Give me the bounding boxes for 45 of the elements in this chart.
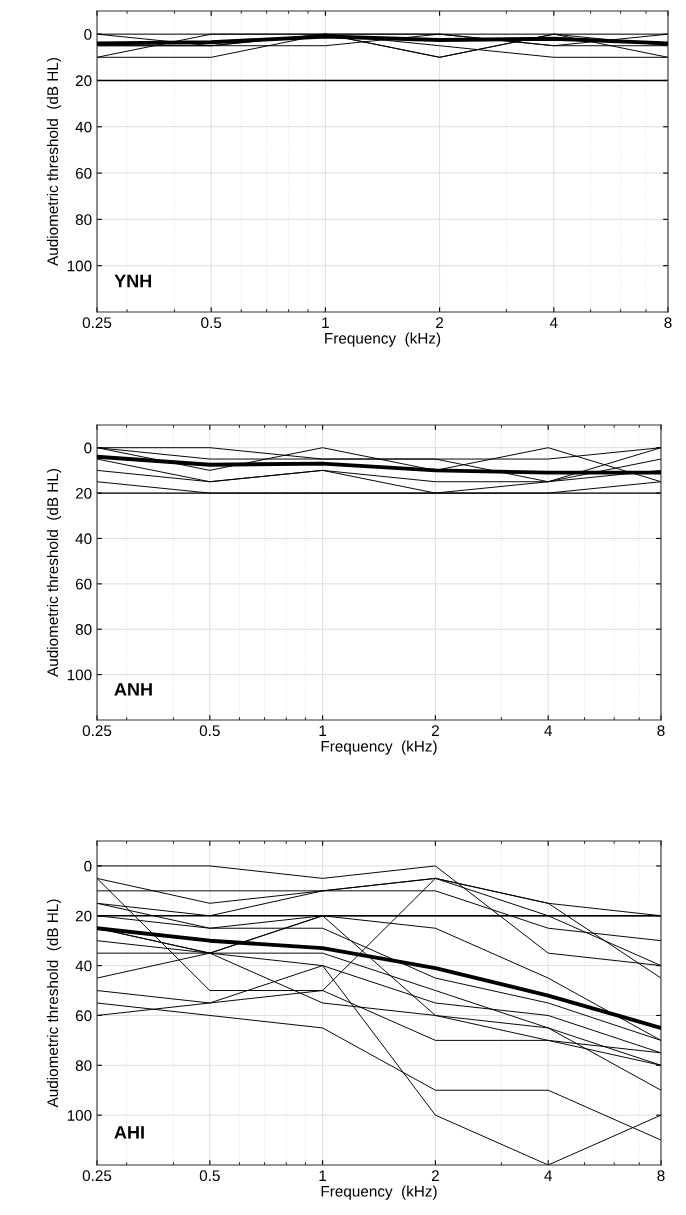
y-axis-title: Audiometric threshold (dB HL) [46, 58, 62, 266]
y-tick-label: 40 [75, 960, 92, 972]
x-tick-label: 1 [322, 317, 329, 328]
x-tick-label: 2 [436, 317, 444, 328]
x-axis-title: Frequency (kHz) [321, 740, 437, 755]
y-axis-title: Audiometric threshold (dB HL) [46, 899, 62, 1108]
y-tick-label: 60 [75, 1010, 92, 1022]
x-axis-title: Frequency (kHz) [321, 1185, 437, 1200]
x-tick-label: 0.5 [199, 1170, 220, 1182]
x-tick-label: 0.25 [82, 725, 112, 737]
y-tick-label: 0 [84, 860, 92, 872]
x-tick-label: 4 [549, 317, 558, 328]
x-tick-label: 0.5 [201, 317, 222, 329]
annotation: YNH [114, 274, 152, 288]
y-tick-label: 60 [75, 167, 92, 179]
y-tick-label: 100 [67, 1110, 92, 1121]
y-tick-label: 20 [75, 75, 92, 87]
x-tick-label: 8 [657, 1170, 665, 1182]
x-tick-label: 1 [319, 1170, 327, 1181]
x-tick-label: 0.5 [199, 725, 220, 737]
y-tick-label: 0 [84, 29, 92, 40]
x-tick-label: 0.25 [82, 1170, 112, 1182]
x-tick-label: 0.25 [82, 317, 112, 329]
annotation: AHI [114, 1126, 144, 1139]
y-tick-label: 40 [75, 533, 92, 545]
y-tick-label: 100 [67, 669, 92, 681]
x-tick-label: 8 [664, 317, 672, 329]
y-tick-label: 80 [75, 1060, 92, 1071]
y-tick-label: 0 [84, 442, 92, 454]
y-axis-title: Audiometric threshold (dB HL) [46, 469, 62, 677]
x-axis-title: Frequency (kHz) [325, 332, 441, 347]
annotation: ANH [114, 683, 152, 696]
x-tick-label: 2 [431, 725, 439, 736]
x-tick-label: 2 [431, 1170, 439, 1181]
x-tick-label: 8 [657, 725, 665, 737]
y-tick-label: 60 [75, 578, 92, 590]
x-tick-label: 4 [544, 725, 552, 736]
y-tick-label: 20 [75, 910, 92, 922]
y-tick-label: 80 [75, 624, 92, 635]
y-tick-label: 40 [75, 121, 92, 133]
y-tick-label: 100 [67, 260, 92, 272]
x-tick-label: 1 [319, 725, 327, 736]
x-tick-label: 4 [544, 1170, 552, 1181]
y-tick-label: 80 [75, 214, 92, 226]
y-tick-label: 20 [75, 487, 92, 499]
